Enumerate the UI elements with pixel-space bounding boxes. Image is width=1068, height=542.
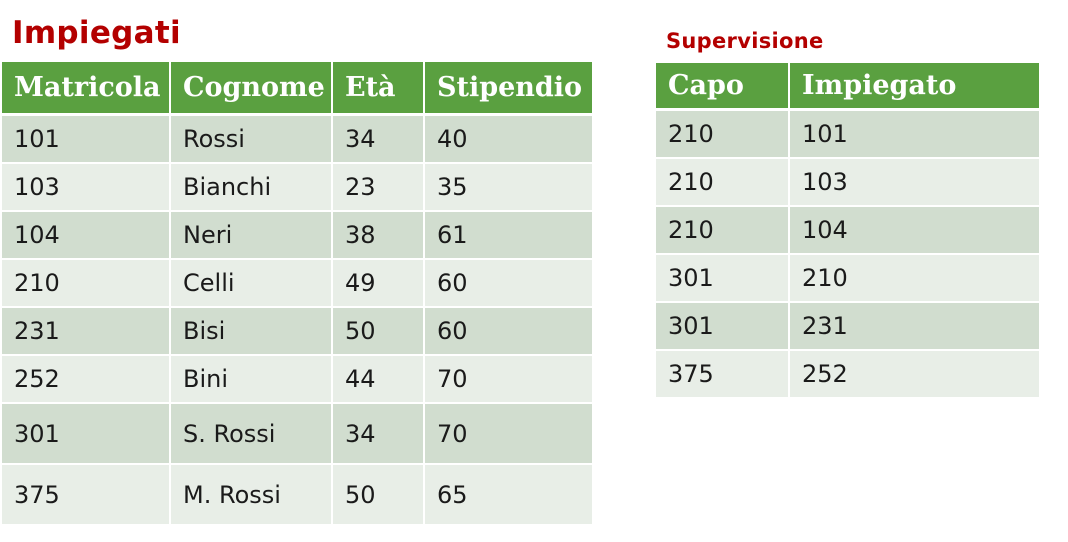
column-header: Cognome [171,62,333,116]
eta-cell: 50 [333,465,425,526]
cognome-cell: Rossi [171,116,333,164]
table-row: 301 231 [656,303,1039,351]
capo-cell: 210 [656,159,790,207]
cognome-cell: Bianchi [171,164,333,212]
impiegato-cell: 210 [790,255,1039,303]
cognome-cell: M. Rossi [171,465,333,526]
matricola-cell: 101 [2,116,171,164]
impiegato-cell: 103 [790,159,1039,207]
table-row: 375 252 [656,351,1039,399]
stipendio-cell: 65 [425,465,592,526]
matricola-cell: 104 [2,212,171,260]
impiegati-title: Impiegati [12,15,181,51]
capo-cell: 301 [656,255,790,303]
eta-cell: 50 [333,308,425,356]
cognome-cell: Neri [171,212,333,260]
supervisione-title: Supervisione [666,29,824,53]
stipendio-cell: 60 [425,260,592,308]
column-header: Matricola [2,62,171,116]
eta-cell: 23 [333,164,425,212]
capo-cell: 301 [656,303,790,351]
table-row: 301 210 [656,255,1039,303]
stipendio-cell: 35 [425,164,592,212]
table-row: 210 Celli 49 60 [2,260,592,308]
matricola-cell: 301 [2,404,171,465]
eta-cell: 49 [333,260,425,308]
cognome-cell: Bini [171,356,333,404]
stipendio-cell: 60 [425,308,592,356]
column-header: Età [333,62,425,116]
impiegato-cell: 101 [790,111,1039,159]
impiegato-cell: 104 [790,207,1039,255]
matricola-cell: 210 [2,260,171,308]
impiegato-cell: 231 [790,303,1039,351]
capo-cell: 375 [656,351,790,399]
table-row: 210 103 [656,159,1039,207]
table-row: 210 104 [656,207,1039,255]
table-row: 375 M. Rossi 50 65 [2,465,592,526]
eta-cell: 44 [333,356,425,404]
capo-cell: 210 [656,207,790,255]
cognome-cell: Celli [171,260,333,308]
column-header: Stipendio [425,62,592,116]
header-row: Capo Impiegato [656,63,1039,111]
header-row: Matricola Cognome Età Stipendio [2,62,592,116]
impiegato-cell: 252 [790,351,1039,399]
eta-cell: 34 [333,116,425,164]
table-row: 103 Bianchi 23 35 [2,164,592,212]
table-row: 210 101 [656,111,1039,159]
matricola-cell: 252 [2,356,171,404]
table-row: 301 S. Rossi 34 70 [2,404,592,465]
stipendio-cell: 70 [425,404,592,465]
matricola-cell: 375 [2,465,171,526]
stipendio-cell: 61 [425,212,592,260]
eta-cell: 38 [333,212,425,260]
supervisione-table: Capo Impiegato 210 101 210 103 210 104 3… [656,63,1039,399]
table-row: 101 Rossi 34 40 [2,116,592,164]
stipendio-cell: 70 [425,356,592,404]
stipendio-cell: 40 [425,116,592,164]
cognome-cell: Bisi [171,308,333,356]
table-row: 231 Bisi 50 60 [2,308,592,356]
capo-cell: 210 [656,111,790,159]
table-row: 104 Neri 38 61 [2,212,592,260]
eta-cell: 34 [333,404,425,465]
matricola-cell: 103 [2,164,171,212]
impiegati-table: Matricola Cognome Età Stipendio 101 Ross… [2,62,592,526]
column-header: Capo [656,63,790,111]
cognome-cell: S. Rossi [171,404,333,465]
column-header: Impiegato [790,63,1039,111]
table-row: 252 Bini 44 70 [2,356,592,404]
matricola-cell: 231 [2,308,171,356]
